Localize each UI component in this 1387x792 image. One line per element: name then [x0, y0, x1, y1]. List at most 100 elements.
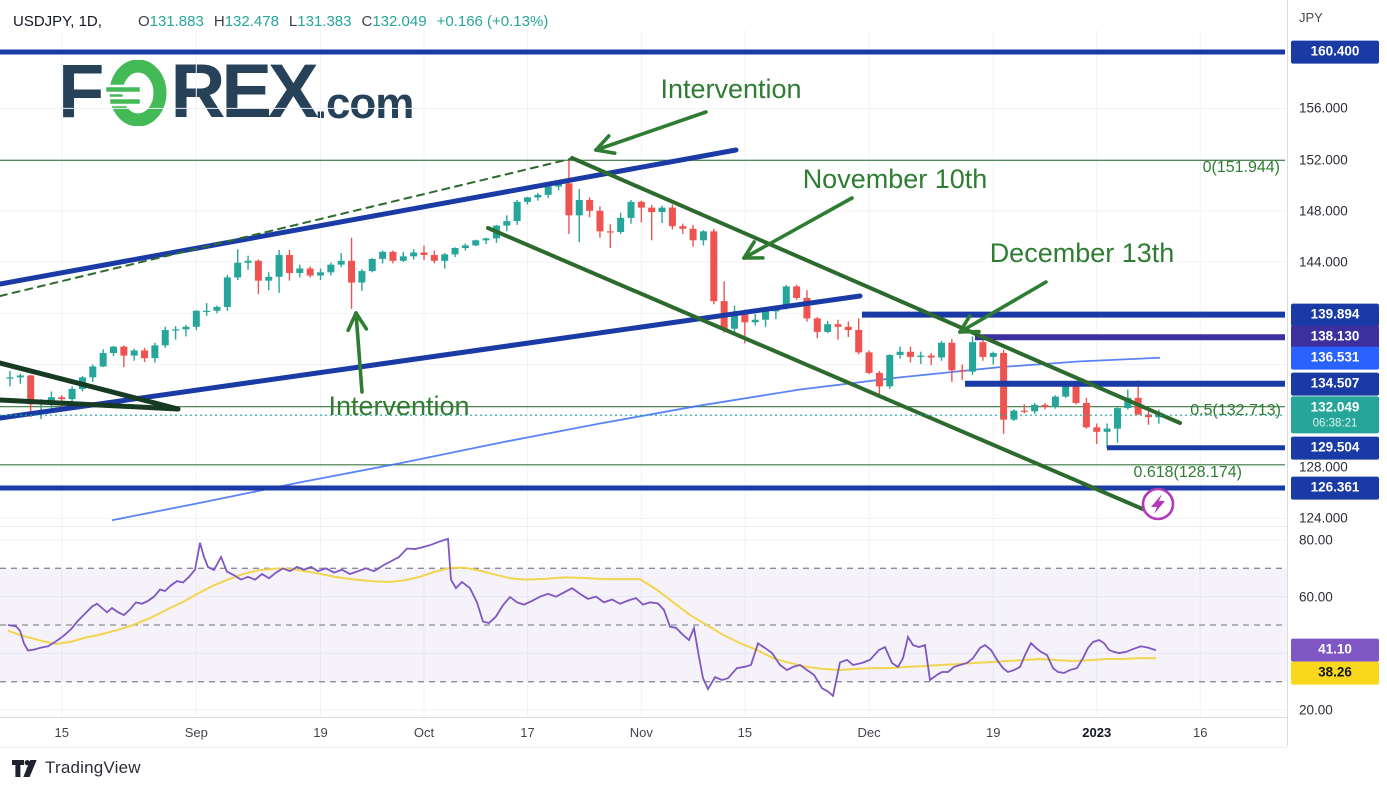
candle [886, 354, 894, 389]
time-tick-Sep: Sep [184, 725, 208, 740]
candle [99, 349, 107, 368]
price-axis[interactable]: JPY 156.000152.000148.000144.000140.0001… [1287, 0, 1387, 746]
candle [348, 237, 356, 309]
symbol-header: USDJPY, 1D, O131.883 H132.478 L131.383 C132.… [13, 13, 548, 30]
candle [596, 206, 604, 238]
candle [865, 350, 873, 375]
annotation-arrow [594, 110, 708, 155]
tradingview-logo-icon [12, 759, 37, 777]
candle [720, 281, 728, 333]
candle [834, 319, 842, 340]
trendline[interactable] [0, 158, 571, 297]
annotation-text: Intervention [328, 391, 469, 421]
price-badge-138.130: 138.130 [1291, 325, 1379, 349]
candle [948, 338, 956, 382]
ohlc-value: 132.478 [224, 13, 279, 30]
watermark-letter-f: F [58, 49, 104, 134]
ohlc-values: O131.883 H132.478 L131.383 C132.049 [128, 13, 427, 30]
candle [172, 326, 180, 340]
price-badge-160.400: 160.400 [1291, 40, 1379, 64]
time-tick-Oct: Oct [413, 725, 435, 740]
annotation-arrow [742, 196, 854, 260]
candle [192, 310, 200, 330]
candle [182, 324, 190, 337]
annotation-arrow [346, 311, 369, 394]
time-axis[interactable]: 15 Sep 19 Oct 17 Nov 15 Dec 19 2023 16 [0, 717, 1287, 748]
candle [1103, 423, 1111, 448]
candle [751, 313, 759, 326]
candle [699, 230, 707, 246]
candle [668, 204, 676, 230]
panel-separator[interactable] [0, 526, 1387, 527]
candle [1020, 404, 1028, 414]
time-tick-15: 15 [54, 725, 69, 740]
ohlc-key: H [213, 13, 225, 30]
candle [1000, 349, 1008, 434]
candle [544, 186, 552, 199]
candle [606, 224, 614, 248]
candle [337, 253, 345, 268]
rsi-line [7, 537, 1157, 698]
candle [689, 224, 697, 247]
candle [637, 200, 645, 223]
annotations: Intervention November 10th December 13th In… [328, 74, 1174, 421]
candle [710, 228, 718, 305]
candle [534, 192, 542, 201]
candle [317, 268, 324, 281]
candle [813, 317, 821, 339]
candle [969, 336, 977, 375]
time-tick-Nov: Nov [629, 725, 653, 740]
fib-label: 0.618(128.174) [1133, 464, 1242, 481]
time-tick-2023: 2023 [1082, 725, 1112, 740]
candle [906, 346, 914, 363]
price-axis-label: 148.000 [1299, 203, 1348, 219]
price-axis-label: 128.000 [1299, 459, 1348, 475]
price-axis-label: 152.000 [1299, 152, 1348, 168]
candle [120, 345, 128, 368]
price-badge-41.10: 41.10 [1291, 638, 1379, 662]
tradingview-logo[interactable]: TradingView [12, 758, 141, 778]
candle [989, 351, 997, 365]
candle [389, 250, 397, 264]
price-axis-label: 156.000 [1299, 100, 1348, 116]
fib-label: 0(151.944) [1203, 159, 1280, 176]
trendline[interactable] [0, 360, 181, 412]
annotation-text: December 13th [990, 238, 1175, 268]
candle [617, 212, 625, 234]
candle [430, 250, 438, 264]
price-axis-label: 20.00 [1299, 702, 1333, 718]
candle [306, 266, 314, 278]
candle [461, 243, 469, 251]
candle [420, 245, 428, 261]
time-tick-19: 19 [313, 725, 328, 740]
symbol-title[interactable]: USDJPY, 1D, [13, 13, 102, 30]
candle [234, 249, 242, 281]
countdown-timer: 06:38:21 [1312, 417, 1358, 430]
candle [161, 326, 169, 348]
candle [627, 199, 635, 224]
price-badge-132.049: 132.049 06:38:21 [1291, 396, 1379, 434]
candle [368, 258, 376, 273]
candle [244, 255, 252, 270]
price-badge-129.504: 129.504 [1291, 436, 1379, 460]
candle [524, 196, 531, 205]
rsi-indicator [7, 537, 1157, 698]
price-axis-label: 80.00 [1299, 532, 1333, 548]
candle [586, 197, 594, 218]
candle [731, 305, 738, 332]
candle [451, 247, 459, 257]
trendline[interactable] [570, 156, 1182, 425]
trendline[interactable] [0, 147, 739, 287]
trendline[interactable] [486, 226, 1154, 515]
candle [565, 160, 573, 234]
candle [1082, 397, 1090, 429]
candle [855, 318, 863, 355]
fib-label: 0.5(132.713) [1190, 402, 1281, 419]
watermark-dot-com: .com [314, 79, 415, 128]
trendline[interactable] [0, 397, 181, 412]
candle [648, 205, 656, 241]
candle [679, 223, 687, 234]
candle [958, 364, 966, 380]
